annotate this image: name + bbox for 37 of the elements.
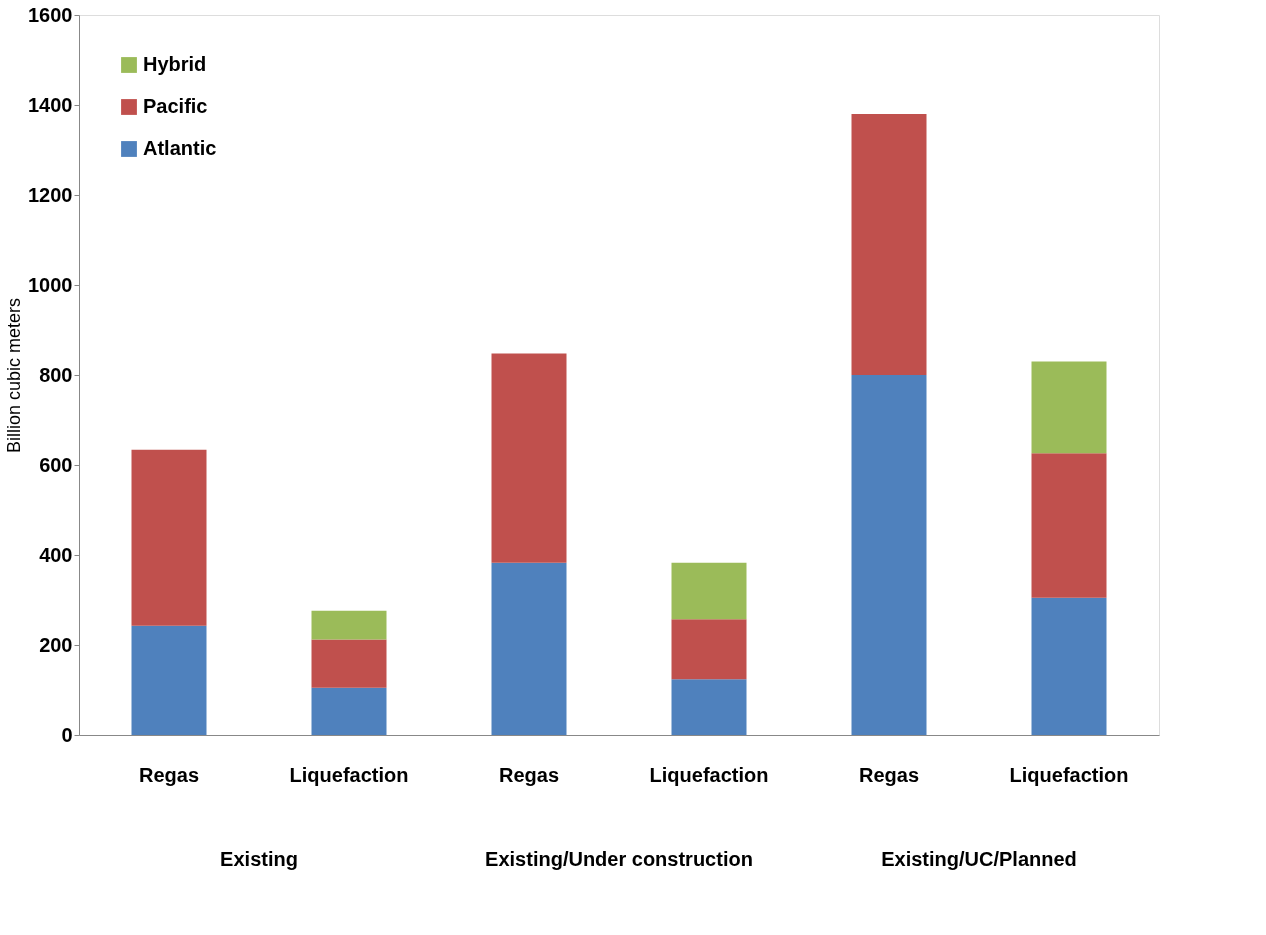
text: Existing/UC/Planned — [881, 848, 1077, 870]
bar — [671, 619, 747, 680]
legend-label: Atlantic — [143, 137, 217, 159]
x-tick-label: Regas — [498, 763, 560, 786]
bar — [311, 639, 387, 688]
x-tick-label: Liquefaction — [649, 763, 769, 786]
text: Existing/Under construction — [485, 848, 753, 870]
y-tick-label: 600 — [39, 453, 73, 476]
legend-label: Hybrid — [143, 53, 207, 75]
bar — [491, 353, 567, 563]
bar — [1031, 453, 1107, 598]
y-tick-label: 400 — [39, 543, 73, 566]
y-tick-label: 1600 — [28, 3, 73, 26]
text: Existing — [220, 848, 298, 870]
y-tick-label: 1400 — [28, 93, 73, 116]
bar — [131, 449, 207, 626]
y-tick-label: 1200 — [28, 183, 73, 206]
x-tick-label: Regas — [858, 763, 920, 786]
y-tick-label: 0 — [61, 723, 73, 746]
bar — [671, 679, 747, 735]
bar — [491, 562, 567, 735]
y-axis-title: Billion cubic meters — [4, 297, 25, 454]
bar — [671, 562, 747, 620]
y-tick-label: 1000 — [28, 273, 73, 296]
bar — [311, 687, 387, 735]
legend-label: Pacific — [143, 95, 208, 117]
y-tick-label: 800 — [39, 363, 73, 386]
bar — [1031, 361, 1107, 454]
x-tick-label: Liquefaction — [1009, 763, 1129, 786]
bar — [311, 610, 387, 640]
x-tick-label: Regas — [138, 763, 200, 786]
bar — [851, 114, 927, 375]
y-tick-label: 200 — [39, 633, 73, 656]
x-tick-label: Liquefaction — [289, 763, 409, 786]
bar — [851, 375, 927, 735]
bar — [1031, 597, 1107, 735]
bar — [131, 625, 207, 735]
